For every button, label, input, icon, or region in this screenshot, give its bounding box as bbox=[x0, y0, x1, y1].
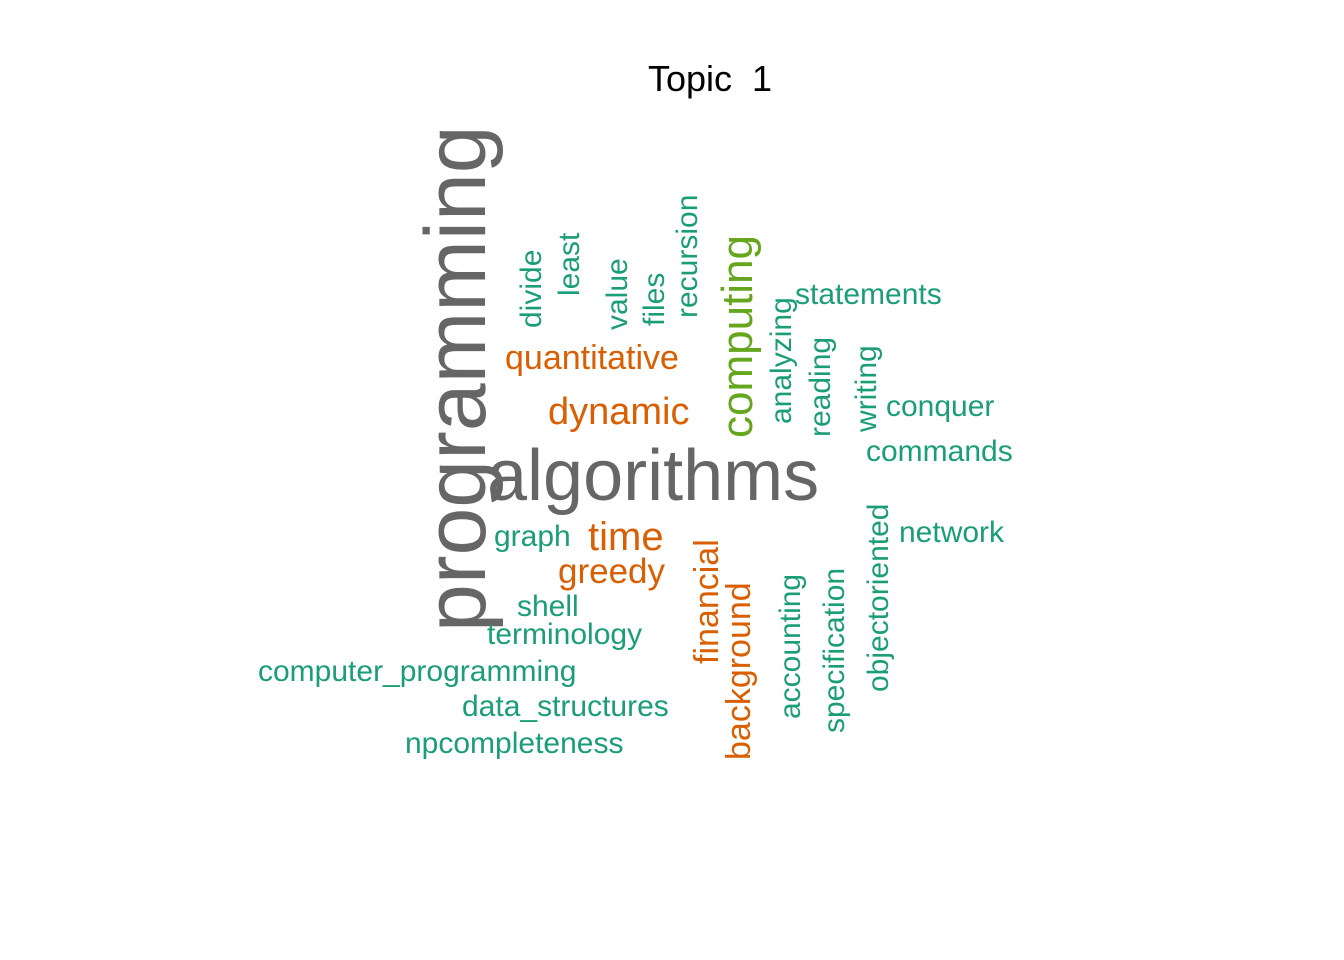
word-writing: writing bbox=[850, 345, 883, 433]
word-computing: computing bbox=[713, 235, 762, 438]
word-terminology: terminology bbox=[487, 618, 642, 651]
word-programming: programming bbox=[408, 125, 504, 632]
word-greedy: greedy bbox=[558, 552, 666, 591]
word-least: least bbox=[553, 232, 586, 296]
word-value: value bbox=[601, 258, 634, 330]
word-npcompleteness: npcompleteness bbox=[405, 727, 623, 760]
word-computer-programming: computer_programming bbox=[258, 655, 576, 688]
word-objectoriented: objectoriented bbox=[862, 504, 895, 692]
word-financial: financial bbox=[688, 539, 726, 664]
word-files: files bbox=[638, 273, 671, 326]
word-background: background bbox=[720, 582, 758, 760]
word-graph: graph bbox=[494, 520, 571, 553]
word-quantitative: quantitative bbox=[505, 339, 679, 377]
word-conquer: conquer bbox=[886, 390, 994, 423]
word-recursion: recursion bbox=[671, 195, 704, 318]
word-dynamic: dynamic bbox=[548, 391, 690, 433]
page-title: Topic 1 bbox=[647, 58, 773, 99]
word-commands: commands bbox=[866, 435, 1013, 468]
word-data-structures: data_structures bbox=[462, 690, 669, 723]
word-reading: reading bbox=[804, 337, 837, 437]
word-accounting: accounting bbox=[774, 574, 807, 719]
word-analyzing: analyzing bbox=[765, 297, 798, 424]
word-network: network bbox=[899, 516, 1005, 549]
word-algorithms: algorithms bbox=[487, 436, 819, 516]
word-divide: divide bbox=[515, 250, 548, 328]
word-shell: shell bbox=[517, 590, 579, 623]
word-statements: statements bbox=[795, 278, 942, 311]
word-specification: specification bbox=[818, 568, 851, 733]
word-time: time bbox=[588, 515, 664, 559]
